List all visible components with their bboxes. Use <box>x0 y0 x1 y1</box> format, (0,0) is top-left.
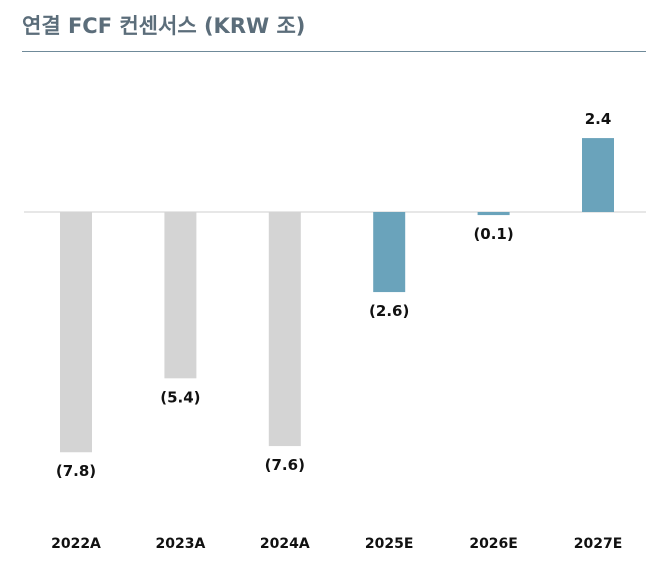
bar-2023A <box>164 212 197 379</box>
bar-2027E <box>582 138 614 212</box>
value-label-2022A: (7.8) <box>56 462 96 480</box>
value-label-2026E: (0.1) <box>473 225 513 243</box>
chart-title: 연결 FCF 컨센서스 (KRW 조) <box>22 14 306 38</box>
x-tick-label-2025E: 2025E <box>365 536 414 552</box>
bar-2022A <box>60 212 92 453</box>
bar-2025E <box>373 212 406 293</box>
x-tick-label-2027E: 2027E <box>574 536 623 552</box>
title-divider <box>22 51 646 52</box>
x-tick-label-2022A: 2022A <box>51 536 101 552</box>
bar-2024A <box>268 212 301 447</box>
bar-2026E <box>477 212 510 216</box>
x-tick-label-2023A: 2023A <box>155 536 205 552</box>
x-tick-label-2024A: 2024A <box>260 536 310 552</box>
value-label-2024A: (7.6) <box>265 456 305 474</box>
value-label-2025E: (2.6) <box>369 302 409 320</box>
x-tick-label-2026E: 2026E <box>469 536 518 552</box>
value-label-2027E: 2.4 <box>585 110 612 128</box>
value-label-2023A: (5.4) <box>160 388 200 406</box>
